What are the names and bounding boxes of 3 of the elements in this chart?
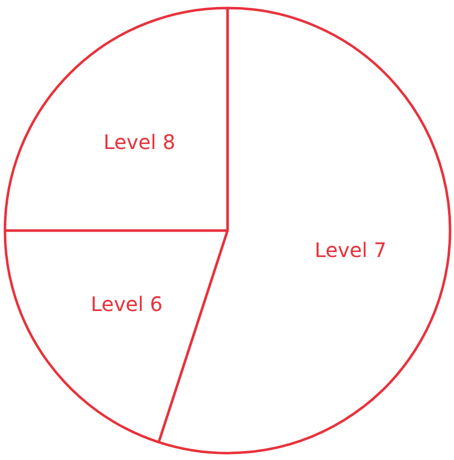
- slice-label: Level 6: [90, 292, 163, 316]
- slice-label: Level 7: [314, 238, 387, 262]
- slice-label: Level 8: [103, 130, 176, 154]
